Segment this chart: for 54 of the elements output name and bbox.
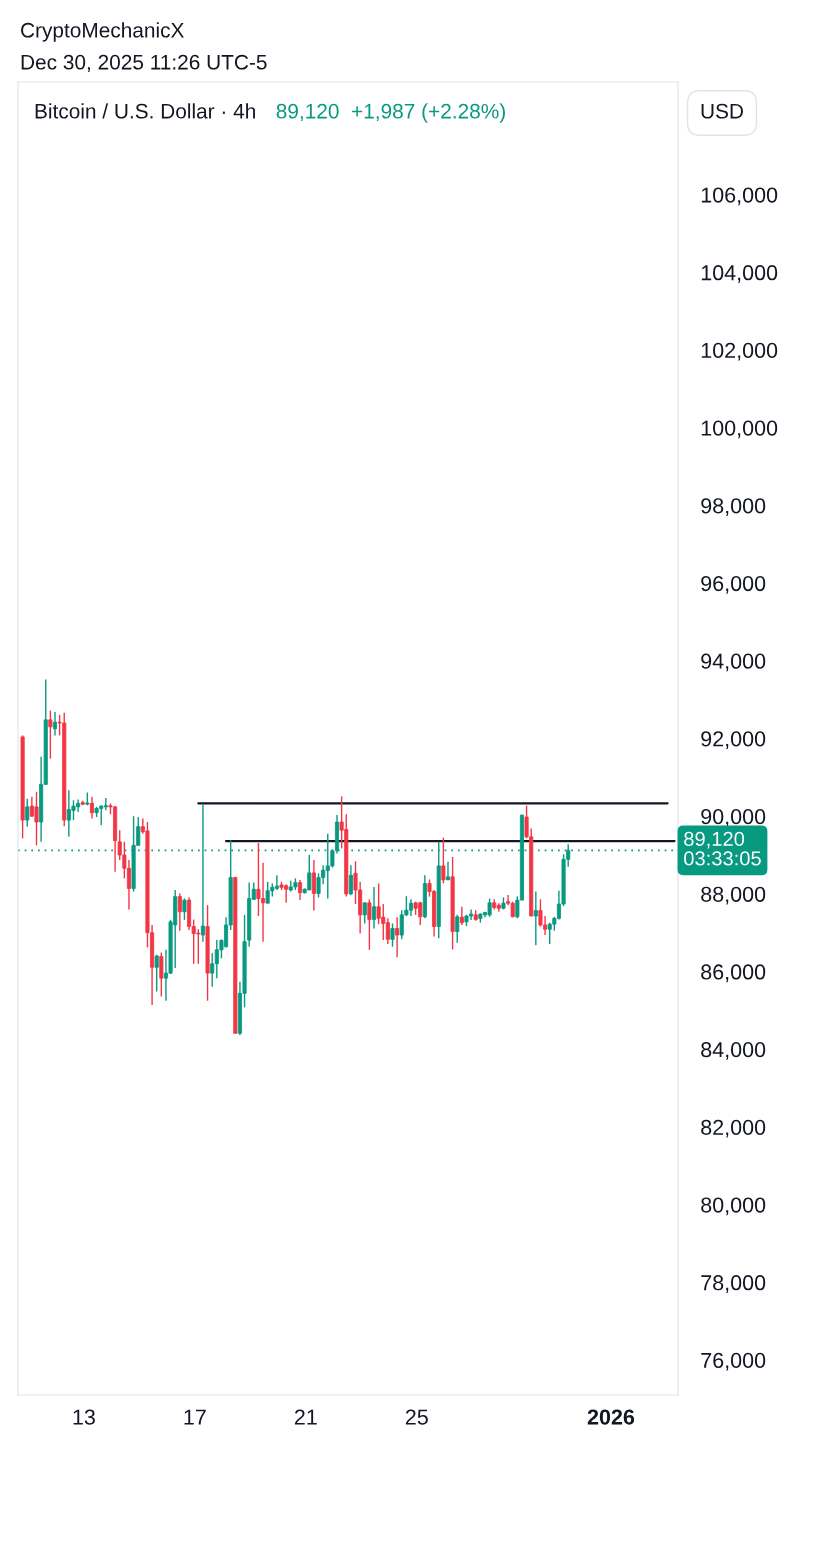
x-tick-label: 21 <box>294 1409 317 1425</box>
y-tick-label: 88,000 <box>701 886 766 905</box>
y-tick-label: 106,000 <box>701 187 778 206</box>
text: 03:33:05 <box>684 851 761 866</box>
candlestick <box>159 951 164 998</box>
candlestick <box>311 859 316 912</box>
text: USD <box>701 103 743 119</box>
candlestick <box>487 897 492 918</box>
candlestick <box>445 860 451 881</box>
candlestick <box>455 914 460 944</box>
candlestick <box>274 874 279 891</box>
y-tick-label: 96,000 <box>701 575 766 594</box>
y-tick-label: 102,000 <box>701 342 778 361</box>
x-tick-label: 17 <box>184 1409 206 1425</box>
y-tick-label: 90,000 <box>701 808 766 827</box>
candlestick <box>362 901 367 925</box>
text: Bitcoin / U.S. Dollar · 4h <box>35 103 255 119</box>
candlestick <box>367 898 372 951</box>
candlestick <box>533 890 538 946</box>
ref-line-label: 89,120 <box>684 831 745 849</box>
x-tick-label: 2026 <box>587 1409 635 1425</box>
x-tick-label: 13 <box>73 1409 95 1425</box>
y-tick-label: 82,000 <box>701 1119 766 1138</box>
candlestick <box>52 711 58 737</box>
y-tick-label: 92,000 <box>701 731 766 750</box>
candlestick <box>441 836 446 885</box>
y-tick-label: 84,000 <box>701 1042 766 1060</box>
text: CryptoMechanicX <box>21 22 184 42</box>
y-tick-label: 94,000 <box>701 653 766 672</box>
candlestick <box>25 798 30 828</box>
candlestick <box>210 952 215 988</box>
y-tick-label: 98,000 <box>701 498 766 516</box>
y-tick-label: 104,000 <box>701 265 778 283</box>
candlestick <box>103 797 108 812</box>
candlestick <box>390 922 395 948</box>
candlestick <box>297 879 303 901</box>
text: Dec 30, 2025 11:26 UTC-5 <box>21 54 267 73</box>
x-tick-label: 25 <box>405 1409 428 1425</box>
candlestick <box>177 892 182 932</box>
candlestick <box>459 906 464 926</box>
y-tick-label: 86,000 <box>701 964 766 983</box>
text: 89,120 +1,987 (+2.28%) <box>276 103 505 123</box>
candlestick <box>371 886 377 930</box>
y-tick-label: 76,000 <box>701 1352 766 1371</box>
candlestick <box>348 864 353 896</box>
candlestick <box>385 917 390 945</box>
candlestick <box>89 796 95 820</box>
candlestick <box>154 954 159 993</box>
candlestick <box>48 709 53 760</box>
candlestick <box>395 916 400 958</box>
y-tick-label: 78,000 <box>701 1275 766 1293</box>
y-tick-label: 80,000 <box>701 1197 766 1216</box>
candlestick <box>34 791 39 847</box>
y-tick-label: 100,000 <box>701 420 778 439</box>
